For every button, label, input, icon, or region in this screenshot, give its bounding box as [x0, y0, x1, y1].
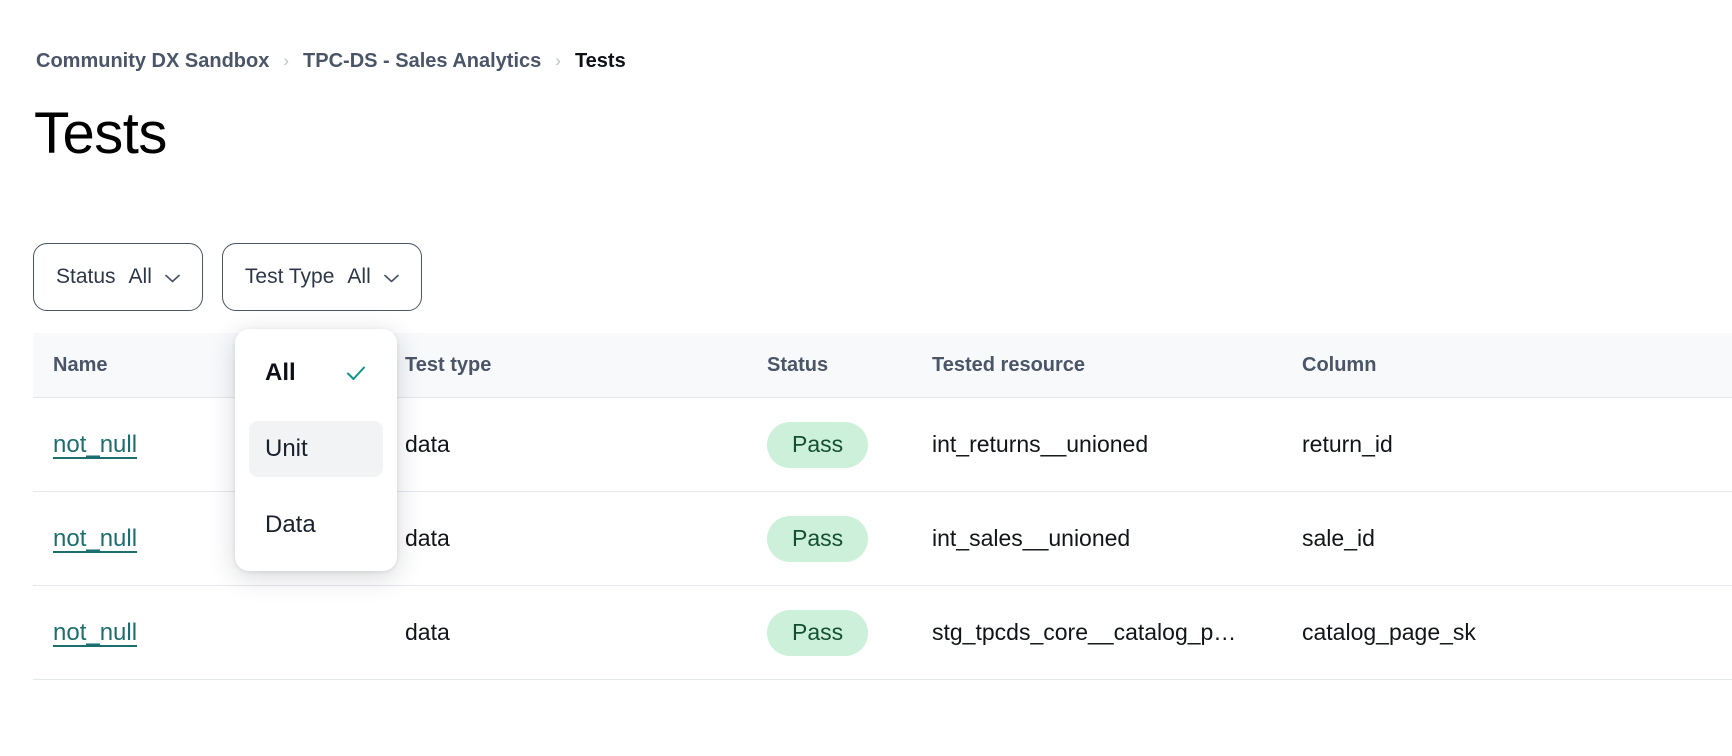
cell-status: Pass	[767, 515, 932, 562]
test-name-link[interactable]: not_null	[53, 618, 138, 646]
cell-status: Pass	[767, 421, 932, 468]
cell-test-name: not_null	[33, 619, 405, 647]
cell-test-type: data	[405, 525, 450, 551]
cell-tested-resource: stg_tpcds_core__catalog_p…	[932, 619, 1237, 645]
dropdown-option-label: All	[265, 359, 296, 386]
filter-test-type-value: All	[347, 265, 371, 288]
breadcrumb: Community DX Sandbox › TPC-DS - Sales An…	[36, 50, 626, 73]
status-badge: Pass	[767, 609, 869, 656]
column-header-status[interactable]: Status	[767, 353, 829, 376]
test-type-dropdown-menu: All Unit Data	[235, 329, 397, 571]
cell-tested-resource: int_sales__unioned	[932, 525, 1131, 551]
chevron-down-icon	[383, 274, 399, 283]
cell-column: return_id	[1302, 431, 1393, 457]
column-header-column[interactable]: Column	[1302, 353, 1377, 376]
check-icon	[345, 362, 367, 384]
filter-bar: Status All Test Type All	[33, 243, 422, 311]
table-row: not_null data Pass stg_tpcds_core__catal…	[33, 586, 1732, 680]
breadcrumb-separator-icon: ›	[283, 51, 290, 70]
filter-status-label: Status	[56, 265, 116, 288]
test-name-link[interactable]: not_null	[53, 524, 138, 552]
filter-status-value: All	[128, 265, 152, 288]
filter-test-type-label: Test Type	[244, 265, 335, 288]
cell-column: catalog_page_sk	[1302, 619, 1476, 645]
cell-test-type: data	[405, 431, 450, 457]
column-header-resource[interactable]: Tested resource	[932, 353, 1086, 376]
page-title: Tests	[34, 101, 167, 166]
cell-tested-resource: int_returns__unioned	[932, 431, 1149, 457]
filter-status-button[interactable]: Status All	[33, 243, 203, 311]
cell-column: sale_id	[1302, 525, 1375, 551]
status-badge: Pass	[767, 421, 869, 468]
cell-status: Pass	[767, 609, 932, 656]
dropdown-spacer	[235, 401, 397, 421]
column-header-test-type[interactable]: Test type	[405, 353, 492, 376]
filter-test-type-button[interactable]: Test Type All	[221, 243, 422, 311]
dropdown-option-data[interactable]: Data	[249, 497, 383, 553]
breadcrumb-separator-icon: ›	[555, 51, 561, 70]
breadcrumb-item-current: Tests	[574, 50, 626, 72]
dropdown-option-unit[interactable]: Unit	[249, 421, 383, 477]
cell-test-type: data	[405, 619, 450, 645]
dropdown-spacer	[235, 477, 397, 497]
dropdown-option-all[interactable]: All	[249, 345, 383, 401]
dropdown-option-label: Data	[265, 511, 316, 538]
breadcrumb-item-environment[interactable]: TPC-DS - Sales Analytics	[303, 50, 542, 72]
chevron-down-icon	[165, 274, 180, 283]
breadcrumb-item-project[interactable]: Community DX Sandbox	[36, 50, 270, 72]
test-name-link[interactable]: not_null	[53, 430, 138, 458]
dropdown-option-label: Unit	[265, 435, 308, 462]
status-badge: Pass	[767, 515, 869, 562]
